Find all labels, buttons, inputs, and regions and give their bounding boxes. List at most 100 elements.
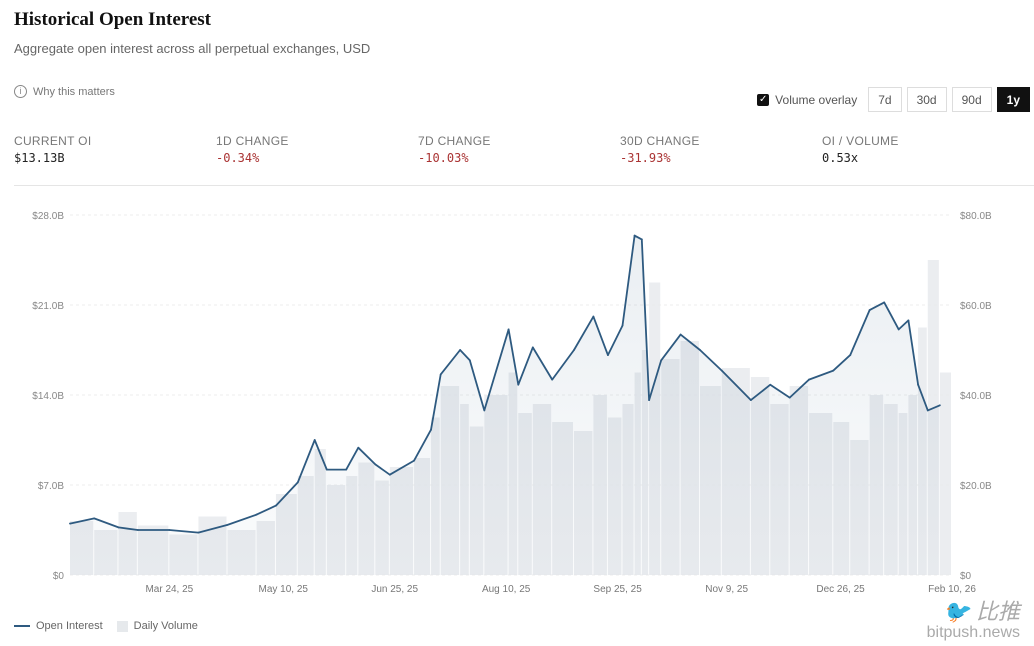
oi-point xyxy=(345,468,348,471)
stat-7d-change: 7D CHANGE -10.03% xyxy=(418,134,620,165)
oi-point xyxy=(413,459,415,462)
oi-area xyxy=(70,235,940,575)
checkbox-checked-icon[interactable]: ✓ xyxy=(757,93,770,106)
oi-point xyxy=(117,526,120,529)
oi-point xyxy=(168,529,171,531)
oi-point xyxy=(531,346,534,349)
oi-point xyxy=(93,517,96,520)
stat-label: OI / VOLUME xyxy=(822,134,899,148)
watermark-cn: 比推 xyxy=(975,599,1020,624)
y-left-tick-label: $7.0B xyxy=(38,481,64,492)
legend-label: Open Interest xyxy=(36,620,103,632)
open-interest-chart[interactable]: $0 $0 $7.0B $20.0B $14.0B $40.0B $21.0B $60.0B $… xyxy=(0,0,1034,600)
volume-bar xyxy=(939,372,951,575)
oi-point xyxy=(551,378,554,381)
oi-point xyxy=(226,523,229,526)
oi-point xyxy=(313,439,316,441)
oi-point xyxy=(640,238,643,241)
oi-point xyxy=(357,446,360,449)
oi-point xyxy=(720,369,723,372)
oi-point xyxy=(296,481,299,484)
chart-controls: ✓ Volume overlay 7d 30d 90d 1y xyxy=(757,87,1030,112)
volume-overlay-label: Volume overlay xyxy=(775,92,858,107)
oi-point xyxy=(832,369,835,372)
legend-label: Daily Volume xyxy=(133,620,198,632)
oi-line xyxy=(69,234,941,534)
divider xyxy=(14,185,1034,186)
bitpush-watermark: 🐦 比推 bitpush.news xyxy=(927,600,1020,642)
oi-point xyxy=(507,328,510,331)
stat-30d-change: 30D CHANGE -31.93% xyxy=(620,134,822,165)
page-subtitle: Aggregate open interest across all perpe… xyxy=(14,41,371,56)
y-left-tick-label: $0 xyxy=(53,571,65,582)
oi-point xyxy=(388,473,391,476)
oi-point xyxy=(459,349,462,351)
oi-point xyxy=(679,333,682,336)
x-tick-label: Mar 24, 25 xyxy=(145,584,193,595)
range-30d-button[interactable]: 30d xyxy=(906,87,947,112)
why-this-matters-link[interactable]: i Why this matters xyxy=(14,85,115,98)
x-tick-label: Sep 25, 25 xyxy=(593,584,642,595)
oi-point xyxy=(430,428,432,431)
stat-label: 1D CHANGE xyxy=(216,134,289,148)
y-right-tick-label: $40.0B xyxy=(960,391,992,402)
chart-legend: Open Interest Daily Volume xyxy=(14,620,198,632)
oi-point xyxy=(808,378,810,381)
x-tick-label: Jun 25, 25 xyxy=(371,584,418,595)
stat-value: $13.13B xyxy=(14,151,65,165)
stat-label: CURRENT OI xyxy=(14,134,92,148)
oi-point xyxy=(621,324,624,327)
oi-point xyxy=(849,354,852,357)
y-right-tick-label: $80.0B xyxy=(960,211,992,222)
y-right-tick-label: $20.0B xyxy=(960,481,992,492)
oi-point xyxy=(374,463,377,466)
range-7d-button[interactable]: 7d xyxy=(868,87,902,112)
oi-point xyxy=(897,328,900,331)
oi-point xyxy=(788,396,791,399)
info-icon: i xyxy=(14,85,27,98)
stat-current-oi: CURRENT OI $13.13B xyxy=(14,134,216,165)
oi-point xyxy=(907,319,910,322)
oi-point xyxy=(325,468,328,471)
oi-point xyxy=(749,399,752,402)
x-tick-label: Aug 10, 25 xyxy=(482,584,531,595)
y-left-tick-label: $14.0B xyxy=(32,391,64,402)
oi-point xyxy=(439,373,442,376)
stat-label: 7D CHANGE xyxy=(418,134,491,148)
oi-point xyxy=(938,404,941,407)
oi-point xyxy=(255,513,258,516)
bird-logo-icon: 🐦 xyxy=(942,599,970,624)
stat-1d-change: 1D CHANGE -0.34% xyxy=(216,134,418,165)
x-tick-label: Nov 9, 25 xyxy=(705,584,748,595)
oi-point xyxy=(769,383,772,386)
oi-point xyxy=(468,359,471,362)
stat-value: -10.03% xyxy=(418,151,469,165)
oi-point xyxy=(592,315,595,318)
oi-point xyxy=(607,354,609,357)
stat-oi-volume: OI / VOLUME 0.53x xyxy=(822,134,1024,165)
y-right-tick-label: $0 xyxy=(960,571,972,582)
stats-row: CURRENT OI $13.13B 1D CHANGE -0.34% 7D CHA… xyxy=(14,134,1024,165)
oi-point xyxy=(868,309,871,312)
y-left-tick-label: $28.0B xyxy=(32,211,64,222)
legend-daily-volume[interactable]: Daily Volume xyxy=(116,620,198,632)
range-1y-button[interactable]: 1y xyxy=(996,87,1030,112)
stat-value: -31.93% xyxy=(620,151,671,165)
watermark-en: bitpush.news xyxy=(926,624,1020,641)
range-90d-button[interactable]: 90d xyxy=(951,87,992,112)
legend-open-interest[interactable]: Open Interest xyxy=(14,620,103,632)
volume-overlay-checkbox[interactable]: ✓ Volume overlay xyxy=(757,93,857,107)
oi-point xyxy=(517,383,520,386)
oi-point xyxy=(573,349,575,351)
y-left-tick-label: $21.0B xyxy=(32,301,64,312)
stat-value: 0.53x xyxy=(822,151,859,165)
page-title: Historical Open Interest xyxy=(14,9,212,30)
oi-point xyxy=(648,399,651,402)
x-tick-label: Dec 26, 25 xyxy=(816,584,865,595)
oi-point xyxy=(917,383,919,386)
oi-point xyxy=(883,301,886,304)
oi-point xyxy=(275,504,277,507)
oi-point xyxy=(197,531,200,534)
why-label: Why this matters xyxy=(33,85,115,98)
y-right-tick-label: $60.0B xyxy=(960,301,992,312)
